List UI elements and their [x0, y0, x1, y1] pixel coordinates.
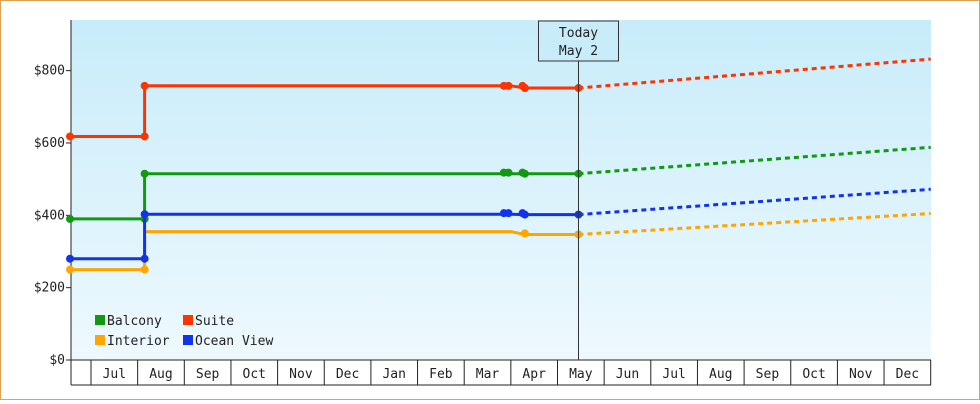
series-interior [66, 212, 931, 274]
x-month-label: Dec [336, 367, 359, 382]
y-tick-label: $200 [34, 281, 65, 296]
data-point [520, 169, 529, 178]
legend-swatch [95, 315, 105, 325]
today-label: Today [559, 26, 598, 41]
data-point [504, 168, 513, 177]
series-line [70, 212, 579, 261]
y-tick-label: $400 [34, 208, 65, 223]
y-tick-label: $800 [34, 64, 65, 79]
x-month-label: Sep [196, 367, 220, 382]
legend-swatch [183, 315, 193, 325]
data-point [66, 265, 75, 274]
series-forecast-line [578, 187, 931, 217]
legend-swatch [95, 335, 105, 345]
series-ocean-view [66, 187, 931, 263]
data-point [140, 169, 149, 178]
legend-label: Balcony [107, 314, 162, 329]
x-month-label: Nov [289, 367, 313, 382]
series-forecast-line [578, 145, 931, 176]
legend: Balcony Suite Interior Ocean View [95, 314, 273, 349]
data-point [520, 210, 529, 219]
x-month-label: Aug [149, 367, 172, 382]
data-point [66, 132, 75, 141]
series-forecast-line [578, 57, 931, 90]
series-line [70, 172, 579, 221]
x-month-label: Oct [243, 367, 266, 382]
today-marker: Today May 2 [537, 20, 619, 360]
x-month-label: Jul [103, 367, 126, 382]
x-month-label: Apr [522, 367, 546, 382]
y-tick-label: $0 [49, 353, 65, 368]
legend-label: Interior [107, 334, 170, 349]
x-axis: Jul Aug Sep Oct Nov Dec Jan Feb Mar Apr May Jun Jul A… [71, 359, 932, 386]
legend-label: Ocean View [195, 334, 273, 349]
today-box [537, 20, 619, 62]
x-month-label: Nov [849, 367, 873, 382]
data-point [66, 254, 75, 263]
x-month-label: Oct [802, 367, 825, 382]
data-point [520, 84, 529, 92]
x-month-label: Jun [616, 367, 639, 382]
data-point [140, 254, 149, 263]
today-date: May 2 [559, 44, 598, 59]
series-suite [66, 57, 931, 141]
x-month-label: Feb [429, 367, 453, 382]
legend-swatch [183, 335, 193, 345]
data-point [66, 214, 75, 223]
data-point [140, 81, 149, 90]
series-lines [66, 57, 931, 274]
data-point [520, 229, 529, 238]
x-month-label: May [569, 367, 593, 382]
data-point [140, 265, 149, 274]
legend-label: Suite [195, 314, 234, 329]
data-point [140, 132, 149, 141]
data-point [504, 81, 513, 90]
x-month-label: Jan [382, 367, 405, 382]
x-month-label: Sep [756, 367, 780, 382]
y-tick-label: $600 [34, 136, 65, 151]
series-line [70, 230, 579, 272]
series-line [70, 84, 579, 138]
x-month-label: Jul [662, 367, 685, 382]
x-month-label: Mar [476, 367, 500, 382]
data-point [504, 209, 513, 218]
x-month-label: Aug [709, 367, 732, 382]
series-forecast-line [578, 212, 931, 236]
y-axis: $0 $200 $400 $600 $800 [34, 20, 72, 385]
plot-background [71, 20, 931, 360]
data-point [140, 210, 149, 219]
x-month-label: Dec [896, 367, 919, 382]
